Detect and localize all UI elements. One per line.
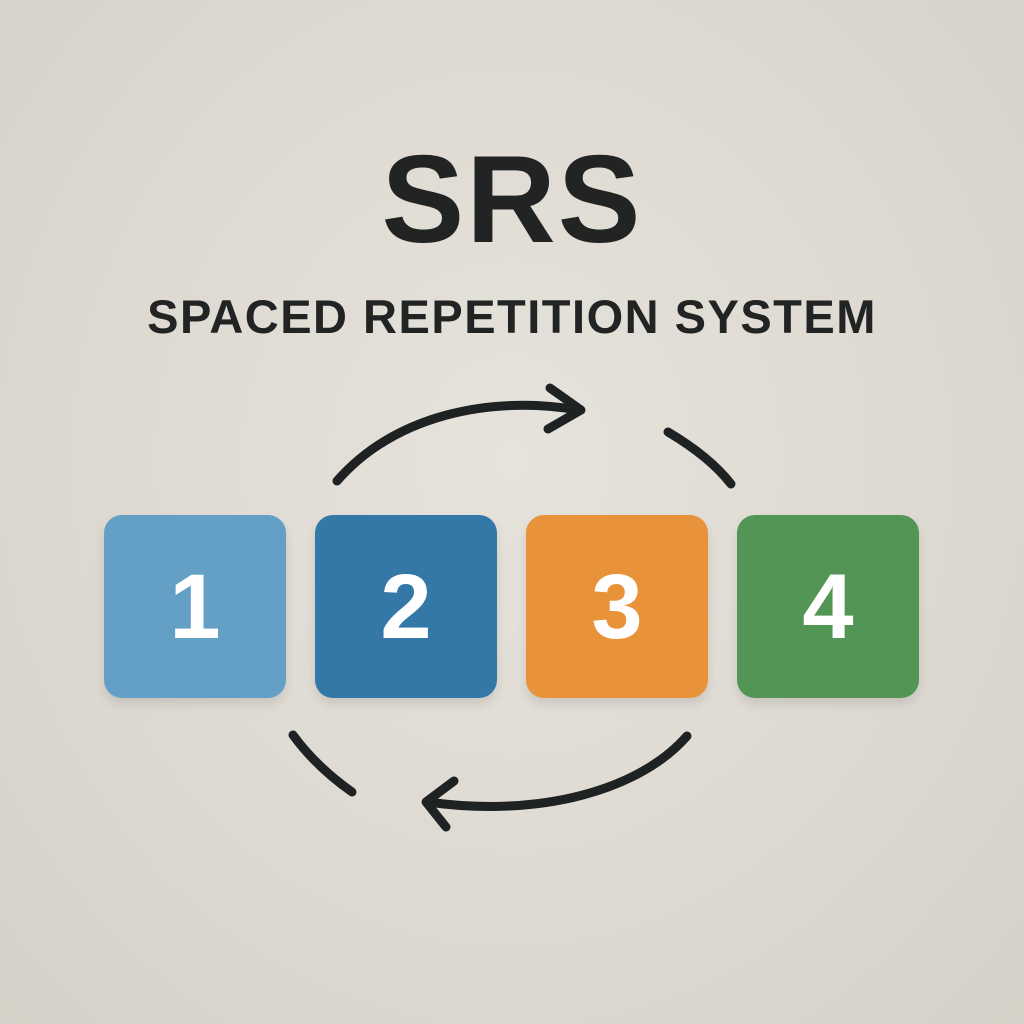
step-box-1: 1 [104, 515, 286, 698]
top-arrowhead-icon [543, 383, 586, 434]
step-box-2: 2 [315, 515, 497, 698]
step-number-4: 4 [802, 555, 854, 658]
step-number-3: 3 [591, 555, 643, 658]
page-subtitle: SPACED REPETITION SYSTEM [147, 290, 877, 343]
top-arc-arrow [332, 400, 583, 486]
step-number-2: 2 [380, 555, 432, 658]
page-title: SRS [381, 131, 643, 269]
step-number-1: 1 [169, 555, 221, 658]
bottom-arc-arrow [423, 731, 692, 811]
top-right-dash [663, 427, 736, 489]
bottom-left-dash [288, 730, 357, 797]
bottom-arrowhead-icon [421, 776, 459, 832]
step-box-4: 4 [737, 515, 919, 698]
step-boxes: 1 2 3 4 [104, 515, 919, 698]
step-box-3: 3 [526, 515, 708, 698]
